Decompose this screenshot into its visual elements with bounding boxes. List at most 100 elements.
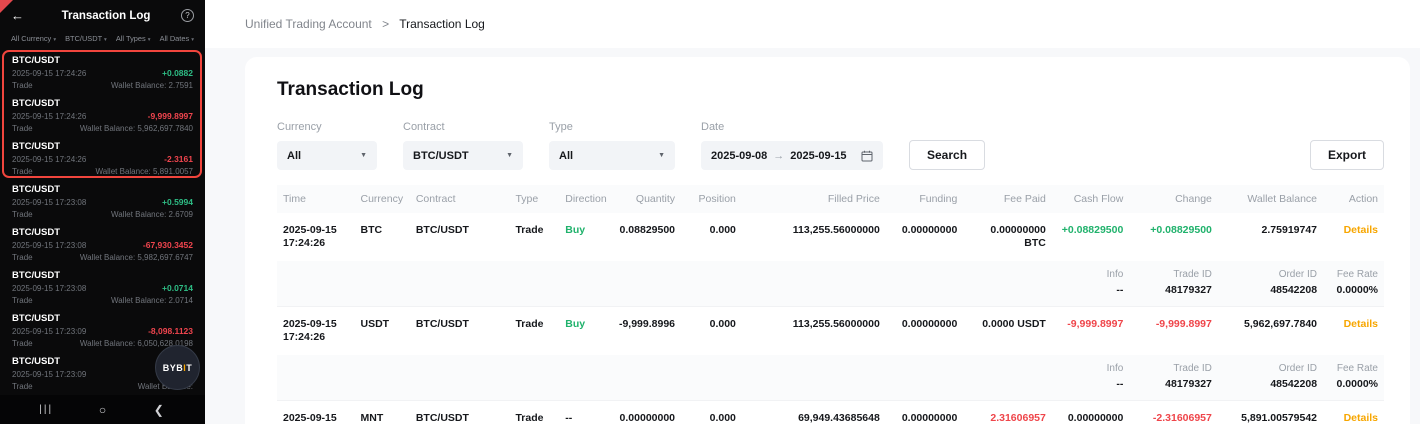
col-currency: Currency (354, 185, 410, 213)
bybit-floating-logo[interactable]: BYB I T (155, 345, 200, 390)
mobile-page-title: Transaction Log (61, 9, 151, 22)
android-back-icon[interactable]: ❮ (139, 403, 179, 417)
transaction-list-item[interactable]: BTC/USDT 2025-09-15 17:23:09 -8,098.1123… (0, 309, 205, 352)
currency-select[interactable]: All ▼ (277, 141, 377, 170)
pair-label: BTC/USDT (12, 356, 61, 367)
cell-change: -2.31606957 (1152, 412, 1212, 424)
amount: +0.5994 (162, 197, 193, 207)
mobile-app-panel: ← Transaction Log ? All Currency ▾ BTC/U… (0, 0, 205, 424)
cell-position: 0.000 (709, 412, 736, 424)
cell-direction: Buy (565, 224, 586, 236)
cell-funding: 0.00000000 (901, 224, 958, 236)
type-label: Trade (12, 166, 33, 176)
mobile-filter-dropdown[interactable]: BTC/USDT ▾ (65, 34, 107, 43)
cell-order-id: Order ID 48542208 (1217, 355, 1324, 401)
home-icon[interactable]: ○ (82, 403, 122, 417)
timestamp: 2025-09-15 17:24:26 (12, 69, 87, 78)
type-label: Trade (12, 381, 33, 391)
cell-funding: 0.00000000 (901, 318, 958, 330)
transaction-list-item[interactable]: BTC/USDT 2025-09-15 17:23:08 +0.5994 Tra… (0, 180, 205, 223)
col-filled-price: Filled Price (741, 185, 886, 213)
recording-corner-badge (0, 0, 13, 13)
mobile-filter-bar: All Currency ▾ BTC/USDT ▾ All Types ▾ Al… (0, 27, 205, 49)
transaction-list-item[interactable]: BTC/USDT 2025-09-15 17:24:26 +0.0882 Tra… (0, 51, 205, 94)
cell-cash-flow: -9,999.8997 (1067, 318, 1124, 330)
breadcrumb-current: Transaction Log (399, 17, 485, 31)
type-filter: Type All ▼ (549, 121, 675, 170)
cell-fee-rate: Fee Rate 0.0000% (1323, 355, 1384, 401)
timestamp: 2025-09-15 17:23:08 (12, 284, 87, 293)
type-label: Trade (12, 295, 33, 305)
timestamp: 2025-09-15 17:24:26 (12, 112, 87, 121)
search-button[interactable]: Search (909, 140, 986, 170)
page-title: Transaction Log (277, 79, 424, 100)
wallet-balance: Wallet Balance: 6,050,628.0198 (79, 338, 193, 348)
col-quantity: Quantity (609, 185, 682, 213)
cell-quantity: 0.00000000 (619, 412, 676, 424)
date-to: 2025-09-15 (790, 149, 847, 162)
col-wallet-balance: Wallet Balance (1217, 185, 1324, 213)
cell-type: Trade (515, 318, 544, 330)
export-button[interactable]: Export (1309, 140, 1384, 170)
mobile-header: ← Transaction Log ? (0, 0, 205, 27)
type-label: Trade (12, 209, 33, 219)
recents-icon[interactable]: ||| (26, 404, 66, 415)
back-arrow-icon[interactable]: ← (11, 8, 24, 23)
cell-contract: BTC/USDT (415, 224, 469, 236)
calendar-icon (861, 150, 873, 162)
cell-filled-price: 113,255.56000000 (792, 318, 880, 330)
cell-order-id: Order ID 48542208 (1217, 261, 1324, 307)
table-row: 2025-09-15 17:24:26 MNT BTC/USDT Trade -… (277, 401, 1384, 424)
cell-time: 2025-09-15 17:24:26 (283, 224, 337, 249)
cell-position: 0.000 (709, 224, 736, 236)
breadcrumb-separator: > (382, 17, 390, 31)
mobile-filter-dropdown[interactable]: All Currency ▾ (11, 34, 56, 43)
col-fee-paid: Fee Paid (963, 185, 1052, 213)
contract-select[interactable]: BTC/USDT ▼ (403, 141, 523, 170)
cell-cash-flow: 0.00000000 (1067, 412, 1124, 424)
details-link[interactable]: Details (1343, 318, 1378, 330)
mobile-filter-dropdown[interactable]: All Dates ▾ (160, 34, 194, 43)
type-label: Trade (12, 123, 33, 133)
cell-direction: Buy (565, 318, 586, 330)
breadcrumb: Unified Trading Account > Transaction Lo… (245, 17, 485, 31)
filter-controls: Currency All ▼ Contract BTC/USDT ▼ Type … (277, 121, 1384, 170)
cell-fee-paid: 0.00000000 BTC (990, 224, 1046, 249)
details-link[interactable]: Details (1343, 412, 1378, 424)
help-icon[interactable]: ? (181, 9, 194, 22)
cell-wallet-balance: 5,962,697.7840 (1244, 318, 1318, 330)
wallet-balance: Wallet Balance: 5,982,697.6747 (79, 252, 193, 262)
transaction-list-item[interactable]: BTC/USDT 2025-09-15 17:24:26 -9,999.8997… (0, 94, 205, 137)
cell-currency: MNT (360, 412, 384, 424)
pair-label: BTC/USDT (12, 227, 61, 238)
amount: +0.0882 (162, 68, 193, 78)
table-subrow: Info -- Trade ID 48179327 Order ID 48542… (277, 261, 1384, 307)
date-range-arrow: → (773, 149, 785, 162)
transaction-list-item[interactable]: BTC/USDT 2025-09-15 17:23:08 -67,930.345… (0, 223, 205, 266)
wallet-balance: Wallet Balance: 5,891.0057 (95, 166, 193, 176)
breadcrumb-parent-link[interactable]: Unified Trading Account (245, 17, 372, 31)
cell-funding: 0.00000000 (901, 412, 958, 424)
details-link[interactable]: Details (1343, 224, 1378, 236)
date-range-field[interactable]: 2025-09-08 → 2025-09-15 (701, 141, 883, 170)
transaction-list-item[interactable]: BTC/USDT 2025-09-15 17:24:26 -2.3161 Tra… (0, 137, 205, 180)
mobile-filter-dropdown[interactable]: All Types ▾ (116, 34, 151, 43)
transaction-list-item[interactable]: BTC/USDT 2025-09-15 17:23:08 +0.0714 Tra… (0, 266, 205, 309)
amount: -2.3161 (164, 154, 193, 164)
type-select[interactable]: All ▼ (549, 141, 675, 170)
cell-cash-flow: +0.08829500 (1061, 224, 1124, 236)
cell-trade-id: Trade ID 48179327 (1129, 261, 1218, 307)
cell-quantity: 0.08829500 (619, 224, 676, 236)
col-funding: Funding (885, 185, 964, 213)
cell-contract: BTC/USDT (415, 412, 469, 424)
date-label: Date (701, 121, 725, 133)
cell-filled-price: 113,255.56000000 (792, 224, 880, 236)
chevron-down-icon: ▾ (53, 37, 57, 43)
cell-direction: -- (565, 412, 573, 424)
currency-label: Currency (277, 121, 322, 133)
cell-wallet-balance: 2.75919747 (1261, 224, 1318, 236)
cell-fee-paid: 2.31606957 MNT (990, 412, 1046, 424)
transaction-table: Time Currency Contract Type Direction Qu… (277, 185, 1384, 424)
wallet-balance: Wallet Balance: 2.6709 (111, 209, 193, 219)
pair-label: BTC/USDT (12, 313, 61, 324)
